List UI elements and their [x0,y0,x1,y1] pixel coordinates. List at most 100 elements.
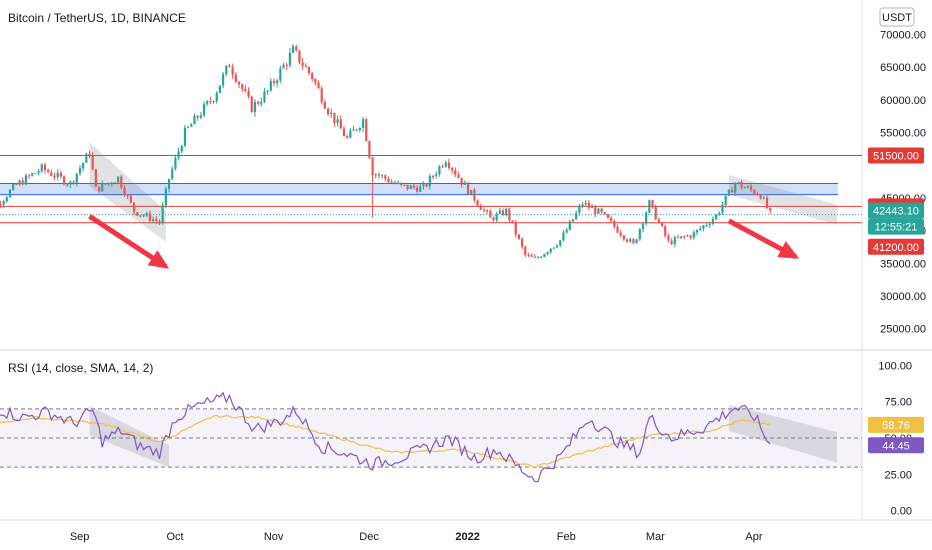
rsi-line[interactable] [0,391,771,483]
candle [282,62,285,69]
candle-body [715,214,718,219]
candle-body [82,162,85,169]
time-axis-tick-label: Feb [557,531,576,543]
candle-body [314,79,317,83]
last-price-tag-text: 42443.10 [873,206,919,218]
rsi-trend-channel[interactable] [89,406,170,468]
candle [117,176,120,185]
candle-body [530,255,533,257]
candle [606,213,610,219]
candle-body [47,170,50,173]
level-tag-51500-bg [868,147,924,164]
rsi-ma-line[interactable] [0,414,771,469]
candle [15,182,18,186]
candle-body [555,245,559,248]
trend-channel[interactable] [728,175,837,225]
candle [187,126,190,129]
candle-body [765,197,769,209]
candle-body [27,175,31,177]
candle [253,99,257,117]
candle [476,199,479,208]
candle [247,87,250,99]
candle [530,253,533,257]
candle-body [126,195,129,197]
candle [263,88,266,104]
candle [129,193,132,204]
candle [31,172,34,177]
rsi-pane[interactable] [0,391,862,483]
candle [708,221,711,229]
candle [403,184,406,187]
candle-body [206,101,209,105]
candle-body [69,181,72,185]
candle-body [743,187,746,189]
candle [559,240,562,248]
candle [543,253,546,258]
candle [222,71,225,89]
candle-body [428,176,431,187]
candle [692,229,695,240]
candle-body [683,236,686,238]
candle [619,230,622,238]
candle [587,200,590,211]
candle [120,174,123,190]
down-arrow[interactable] [727,218,800,259]
candle-body [708,223,711,225]
resistance-band[interactable] [0,183,838,195]
rsi-value-tag: 44.45 [868,437,924,454]
candle-body [31,173,34,176]
candle-body [59,172,62,177]
candle [600,207,603,215]
candle [320,85,323,105]
candle [527,252,530,258]
candle-body [654,205,657,220]
candle-body [50,172,53,176]
candle [113,181,117,184]
candle-body [72,181,75,183]
candle [565,227,568,234]
candle [167,178,171,193]
candle [24,173,27,186]
candle [501,208,505,217]
rsi-value-tag-text: 44.45 [882,440,910,452]
candle-body [517,234,521,239]
candle-body [43,164,47,171]
price-pane[interactable] [0,44,862,269]
candle-body [705,224,708,226]
candle-body [24,175,27,185]
candle-body [374,174,377,176]
candle-body [164,188,167,206]
price-axis-tick-label: 65000.00 [880,62,926,74]
candle [670,238,673,245]
candle [269,78,272,93]
candle-body [202,104,206,116]
candle-body [291,46,295,53]
candle-body [438,166,441,175]
candle-body [466,182,470,194]
candle-body [457,174,460,178]
candle-body [587,202,590,208]
candle-body [371,157,374,176]
candle-body [664,226,667,236]
price-axis-tick-label: 30000.00 [880,291,926,303]
time-axis-tick-label: Apr [745,531,762,543]
candle [562,229,565,242]
candle-body [657,219,660,223]
candle-body [215,92,218,102]
candle [177,147,180,161]
down-arrow[interactable] [88,214,170,269]
candle [244,84,247,93]
candle-body [613,220,616,227]
candle [425,183,428,188]
level-tag-41200: 41200.00 [868,238,924,255]
candle-body [635,239,638,244]
candle-body [680,236,683,238]
candle-body [536,257,540,259]
candle-body [390,182,393,184]
candle [750,184,753,192]
currency-button[interactable]: USDT [879,7,915,27]
candle-body [651,200,654,206]
rsi-axis-tick-label: 100.00 [878,360,912,372]
candle [651,199,654,209]
